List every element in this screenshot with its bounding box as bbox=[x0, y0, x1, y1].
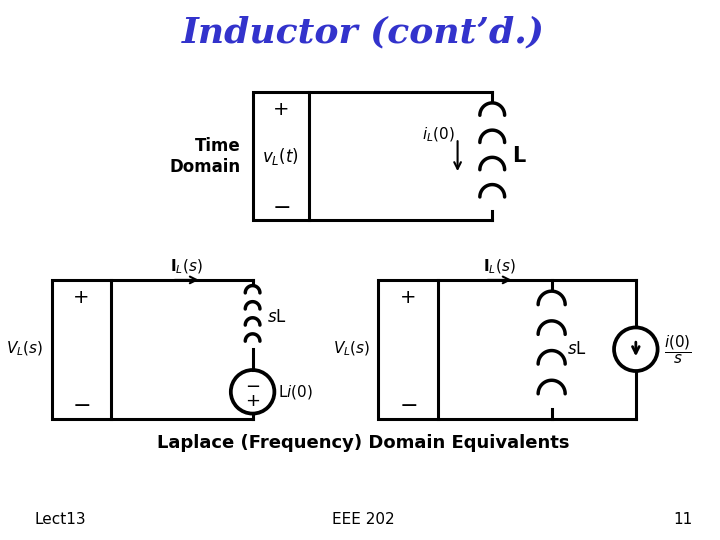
Text: L$i$(0): L$i$(0) bbox=[279, 383, 313, 401]
Text: $-$: $-$ bbox=[399, 394, 417, 414]
Text: $V_L(s)$: $V_L(s)$ bbox=[6, 340, 44, 359]
Bar bbox=[253, 92, 309, 220]
Text: $-$: $-$ bbox=[245, 376, 260, 394]
Text: $s$L: $s$L bbox=[267, 308, 287, 326]
Text: $-$: $-$ bbox=[271, 195, 290, 215]
Text: $s$L: $s$L bbox=[567, 340, 586, 358]
Text: Inductor (cont’d.): Inductor (cont’d.) bbox=[182, 15, 545, 49]
Text: L: L bbox=[512, 146, 526, 166]
Text: $\mathbf{I}_L(s)$: $\mathbf{I}_L(s)$ bbox=[171, 258, 203, 276]
Bar bbox=[379, 280, 438, 418]
Text: $v_L(t)$: $v_L(t)$ bbox=[262, 146, 300, 167]
Text: $i_L(0)$: $i_L(0)$ bbox=[422, 125, 454, 144]
Text: +: + bbox=[273, 100, 289, 119]
Text: $V_L(s)$: $V_L(s)$ bbox=[333, 340, 370, 359]
Text: Time
Domain: Time Domain bbox=[170, 137, 240, 176]
Text: 11: 11 bbox=[673, 512, 692, 527]
Text: $+$: $+$ bbox=[245, 392, 260, 410]
Text: Lect13: Lect13 bbox=[35, 512, 86, 527]
Text: EEE 202: EEE 202 bbox=[332, 512, 395, 527]
Text: +: + bbox=[400, 288, 416, 307]
Text: $-$: $-$ bbox=[72, 394, 91, 414]
Text: $\mathbf{I}_L(s)$: $\mathbf{I}_L(s)$ bbox=[483, 258, 516, 276]
Text: Laplace (Frequency) Domain Equivalents: Laplace (Frequency) Domain Equivalents bbox=[157, 434, 570, 453]
Text: +: + bbox=[73, 288, 89, 307]
Bar bbox=[52, 280, 111, 418]
Text: $\dfrac{i(0)}{s}$: $\dfrac{i(0)}{s}$ bbox=[664, 333, 691, 366]
